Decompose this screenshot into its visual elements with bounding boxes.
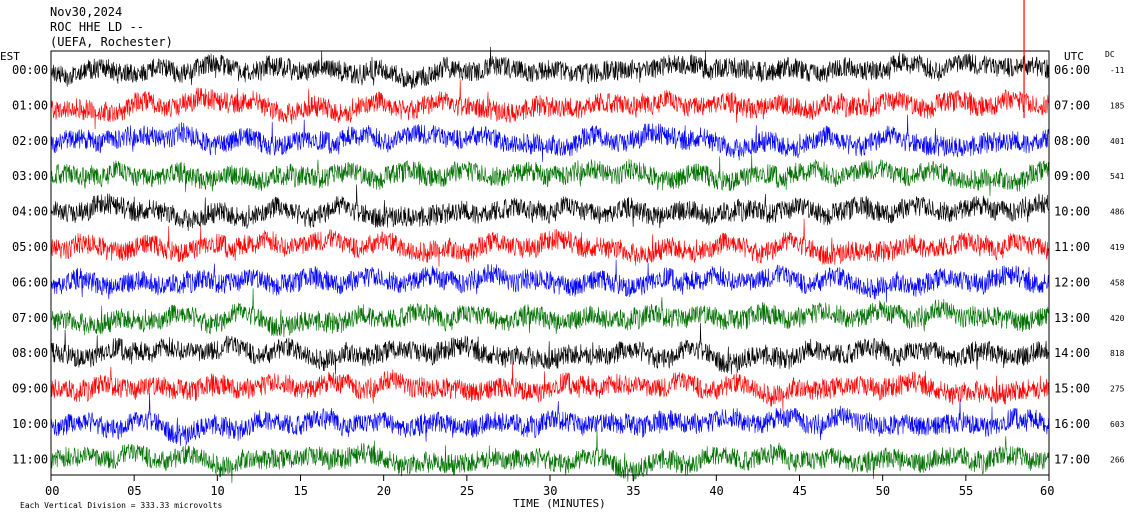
- utc-hour-label: 09:00: [1054, 169, 1090, 183]
- dc-offset-label: -11: [1110, 66, 1125, 75]
- utc-hour-label: 06:00: [1054, 63, 1090, 77]
- dc-offset-label: 419: [1110, 243, 1125, 252]
- utc-hour-label: 07:00: [1054, 98, 1090, 112]
- x-tick-label: 60: [1040, 484, 1054, 498]
- header-date: Nov30,2024: [50, 5, 122, 19]
- est-hour-label: 10:00: [12, 417, 48, 431]
- header-network: (UEFA, Rochester): [50, 35, 173, 49]
- x-tick-label: 15: [294, 484, 308, 498]
- dc-offset-label: 541: [1110, 172, 1125, 181]
- x-tick-label: 45: [793, 484, 807, 498]
- left-axis-label: EST: [0, 50, 20, 63]
- est-hour-label: 01:00: [12, 98, 48, 112]
- est-hour-label: 00:00: [12, 63, 48, 77]
- x-tick-label: 55: [959, 484, 973, 498]
- est-hour-label: 07:00: [12, 311, 48, 325]
- trace-line: [50, 218, 1050, 267]
- plot-frame: [50, 50, 1050, 476]
- est-hour-label: 11:00: [12, 452, 48, 466]
- x-tick-label: 20: [377, 484, 391, 498]
- utc-hour-label: 11:00: [1054, 240, 1090, 254]
- trace-line: [50, 322, 1050, 375]
- utc-hour-label: 08:00: [1054, 134, 1090, 148]
- x-tick-label: 30: [543, 484, 557, 498]
- right-axis-label: UTC: [1064, 50, 1084, 63]
- x-tick-label: 40: [709, 484, 723, 498]
- utc-hour-label: 13:00: [1054, 311, 1090, 325]
- dc-offset-label: 458: [1110, 278, 1125, 287]
- dc-offset-label: 420: [1110, 314, 1125, 323]
- dc-label: DC: [1105, 50, 1115, 59]
- trace-line: [50, 114, 1049, 162]
- est-hour-label: 05:00: [12, 240, 48, 254]
- dc-offset-label: 486: [1110, 208, 1125, 217]
- trace-line: [50, 363, 1050, 411]
- trace-line: [50, 184, 1050, 232]
- dc-offset-label: 401: [1110, 137, 1125, 146]
- x-axis-label: TIME (MINUTES): [513, 497, 606, 510]
- dc-offset-label: 818: [1110, 349, 1125, 358]
- trace-line: [50, 429, 1050, 484]
- est-hour-label: 09:00: [12, 382, 48, 396]
- est-hour-label: 02:00: [12, 134, 48, 148]
- est-hour-label: 08:00: [12, 346, 48, 360]
- trace-line: [50, 79, 1050, 130]
- x-tick-label: 10: [210, 484, 224, 498]
- dc-offset-label: 603: [1110, 420, 1125, 429]
- x-tick-label: 25: [460, 484, 474, 498]
- dc-offset-label: 275: [1110, 385, 1125, 394]
- est-hour-label: 03:00: [12, 169, 48, 183]
- dc-offset-label: 185: [1110, 101, 1125, 110]
- x-axis-ticks: 00 05 10 15 20 25 30 35 40 45 50 55 60: [45, 475, 1054, 498]
- utc-hour-label: 10:00: [1054, 205, 1090, 219]
- scale-note: Each Vertical Division = 333.33 microvol…: [20, 501, 222, 510]
- row-labels: 00:00 06:00 -11 01:00 07:00 185 02:00 08:00 401 0…: [12, 63, 1125, 466]
- dc-offset-label: 266: [1110, 455, 1125, 464]
- utc-hour-label: 15:00: [1054, 382, 1090, 396]
- trace-line: [50, 154, 1050, 197]
- trace-group: [50, 46, 1050, 484]
- trace-line: [50, 46, 1050, 90]
- utc-hour-label: 14:00: [1054, 346, 1090, 360]
- trace-line: [50, 393, 1050, 446]
- est-hour-label: 06:00: [12, 275, 48, 289]
- trace-line: [50, 259, 1050, 303]
- x-tick-label: 35: [626, 484, 640, 498]
- est-hour-label: 04:00: [12, 205, 48, 219]
- x-tick-label: 50: [876, 484, 890, 498]
- trace-line: [50, 288, 1050, 338]
- utc-hour-label: 16:00: [1054, 417, 1090, 431]
- header-station: ROC HHE LD --: [50, 20, 144, 34]
- utc-hour-label: 12:00: [1054, 275, 1090, 289]
- utc-hour-label: 17:00: [1054, 452, 1090, 466]
- x-tick-label: 05: [127, 484, 141, 498]
- x-tick-label: 00: [45, 484, 59, 498]
